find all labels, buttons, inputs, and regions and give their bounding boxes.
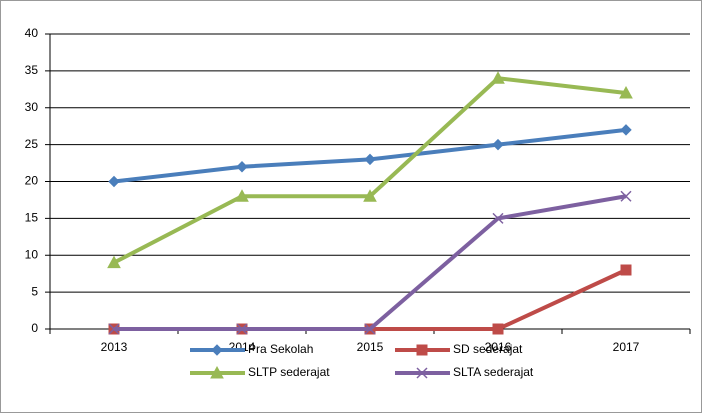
x-tick-label: 2013: [101, 340, 128, 354]
legend-label: SD sederajat: [453, 342, 523, 356]
marker: [492, 138, 504, 151]
x-tick-label: 2015: [357, 340, 384, 354]
marker: [108, 175, 120, 188]
marker: [210, 365, 224, 379]
marker: [492, 212, 504, 224]
marker: [236, 161, 248, 173]
marker: [620, 124, 632, 136]
marker: [416, 367, 428, 379]
legend-label: SLTP sederajat: [248, 365, 330, 379]
y-tick-label: 0: [31, 321, 38, 335]
x-tick-label: 2017: [613, 340, 640, 354]
y-tick-label: 40: [25, 26, 39, 40]
marker: [620, 264, 632, 276]
marker: [235, 189, 249, 202]
marker: [107, 255, 121, 269]
marker: [492, 323, 504, 335]
y-tick-label: 15: [25, 211, 39, 225]
y-tick-label: 25: [25, 137, 39, 151]
y-tick-label: 35: [25, 63, 39, 77]
marker: [211, 344, 223, 356]
marker: [416, 344, 428, 356]
marker: [619, 85, 633, 99]
marker: [236, 323, 248, 335]
legend-label: Pra Sekolah: [248, 342, 313, 356]
y-tick-label: 30: [25, 100, 39, 114]
y-tick-label: 10: [25, 247, 39, 261]
marker: [108, 323, 120, 335]
marker: [491, 71, 505, 84]
marker: [364, 153, 376, 166]
marker: [364, 323, 376, 335]
marker: [363, 189, 377, 202]
y-tick-label: 20: [25, 174, 39, 188]
y-tick-label: 5: [31, 284, 38, 298]
x-tick-label: 2016: [485, 340, 512, 354]
legend-label: SLTA sederajat: [453, 365, 534, 379]
marker: [620, 190, 632, 202]
